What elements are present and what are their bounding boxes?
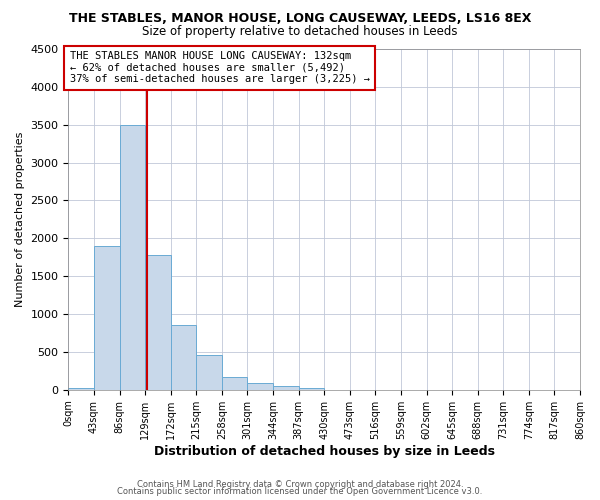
Bar bbox=[171, 326, 196, 390]
Text: Size of property relative to detached houses in Leeds: Size of property relative to detached ho… bbox=[142, 25, 458, 38]
Bar bbox=[273, 386, 299, 390]
Bar bbox=[299, 388, 324, 390]
Bar bbox=[119, 124, 145, 390]
Bar bbox=[145, 256, 171, 390]
Bar bbox=[68, 388, 94, 390]
X-axis label: Distribution of detached houses by size in Leeds: Distribution of detached houses by size … bbox=[154, 444, 495, 458]
Bar bbox=[247, 383, 273, 390]
Text: THE STABLES MANOR HOUSE LONG CAUSEWAY: 132sqm
← 62% of detached houses are small: THE STABLES MANOR HOUSE LONG CAUSEWAY: 1… bbox=[70, 52, 370, 84]
Bar bbox=[222, 376, 247, 390]
Bar bbox=[94, 246, 119, 390]
Text: THE STABLES, MANOR HOUSE, LONG CAUSEWAY, LEEDS, LS16 8EX: THE STABLES, MANOR HOUSE, LONG CAUSEWAY,… bbox=[69, 12, 531, 26]
Text: Contains HM Land Registry data © Crown copyright and database right 2024.: Contains HM Land Registry data © Crown c… bbox=[137, 480, 463, 489]
Text: Contains public sector information licensed under the Open Government Licence v3: Contains public sector information licen… bbox=[118, 488, 482, 496]
Y-axis label: Number of detached properties: Number of detached properties bbox=[15, 132, 25, 307]
Bar bbox=[196, 355, 222, 390]
